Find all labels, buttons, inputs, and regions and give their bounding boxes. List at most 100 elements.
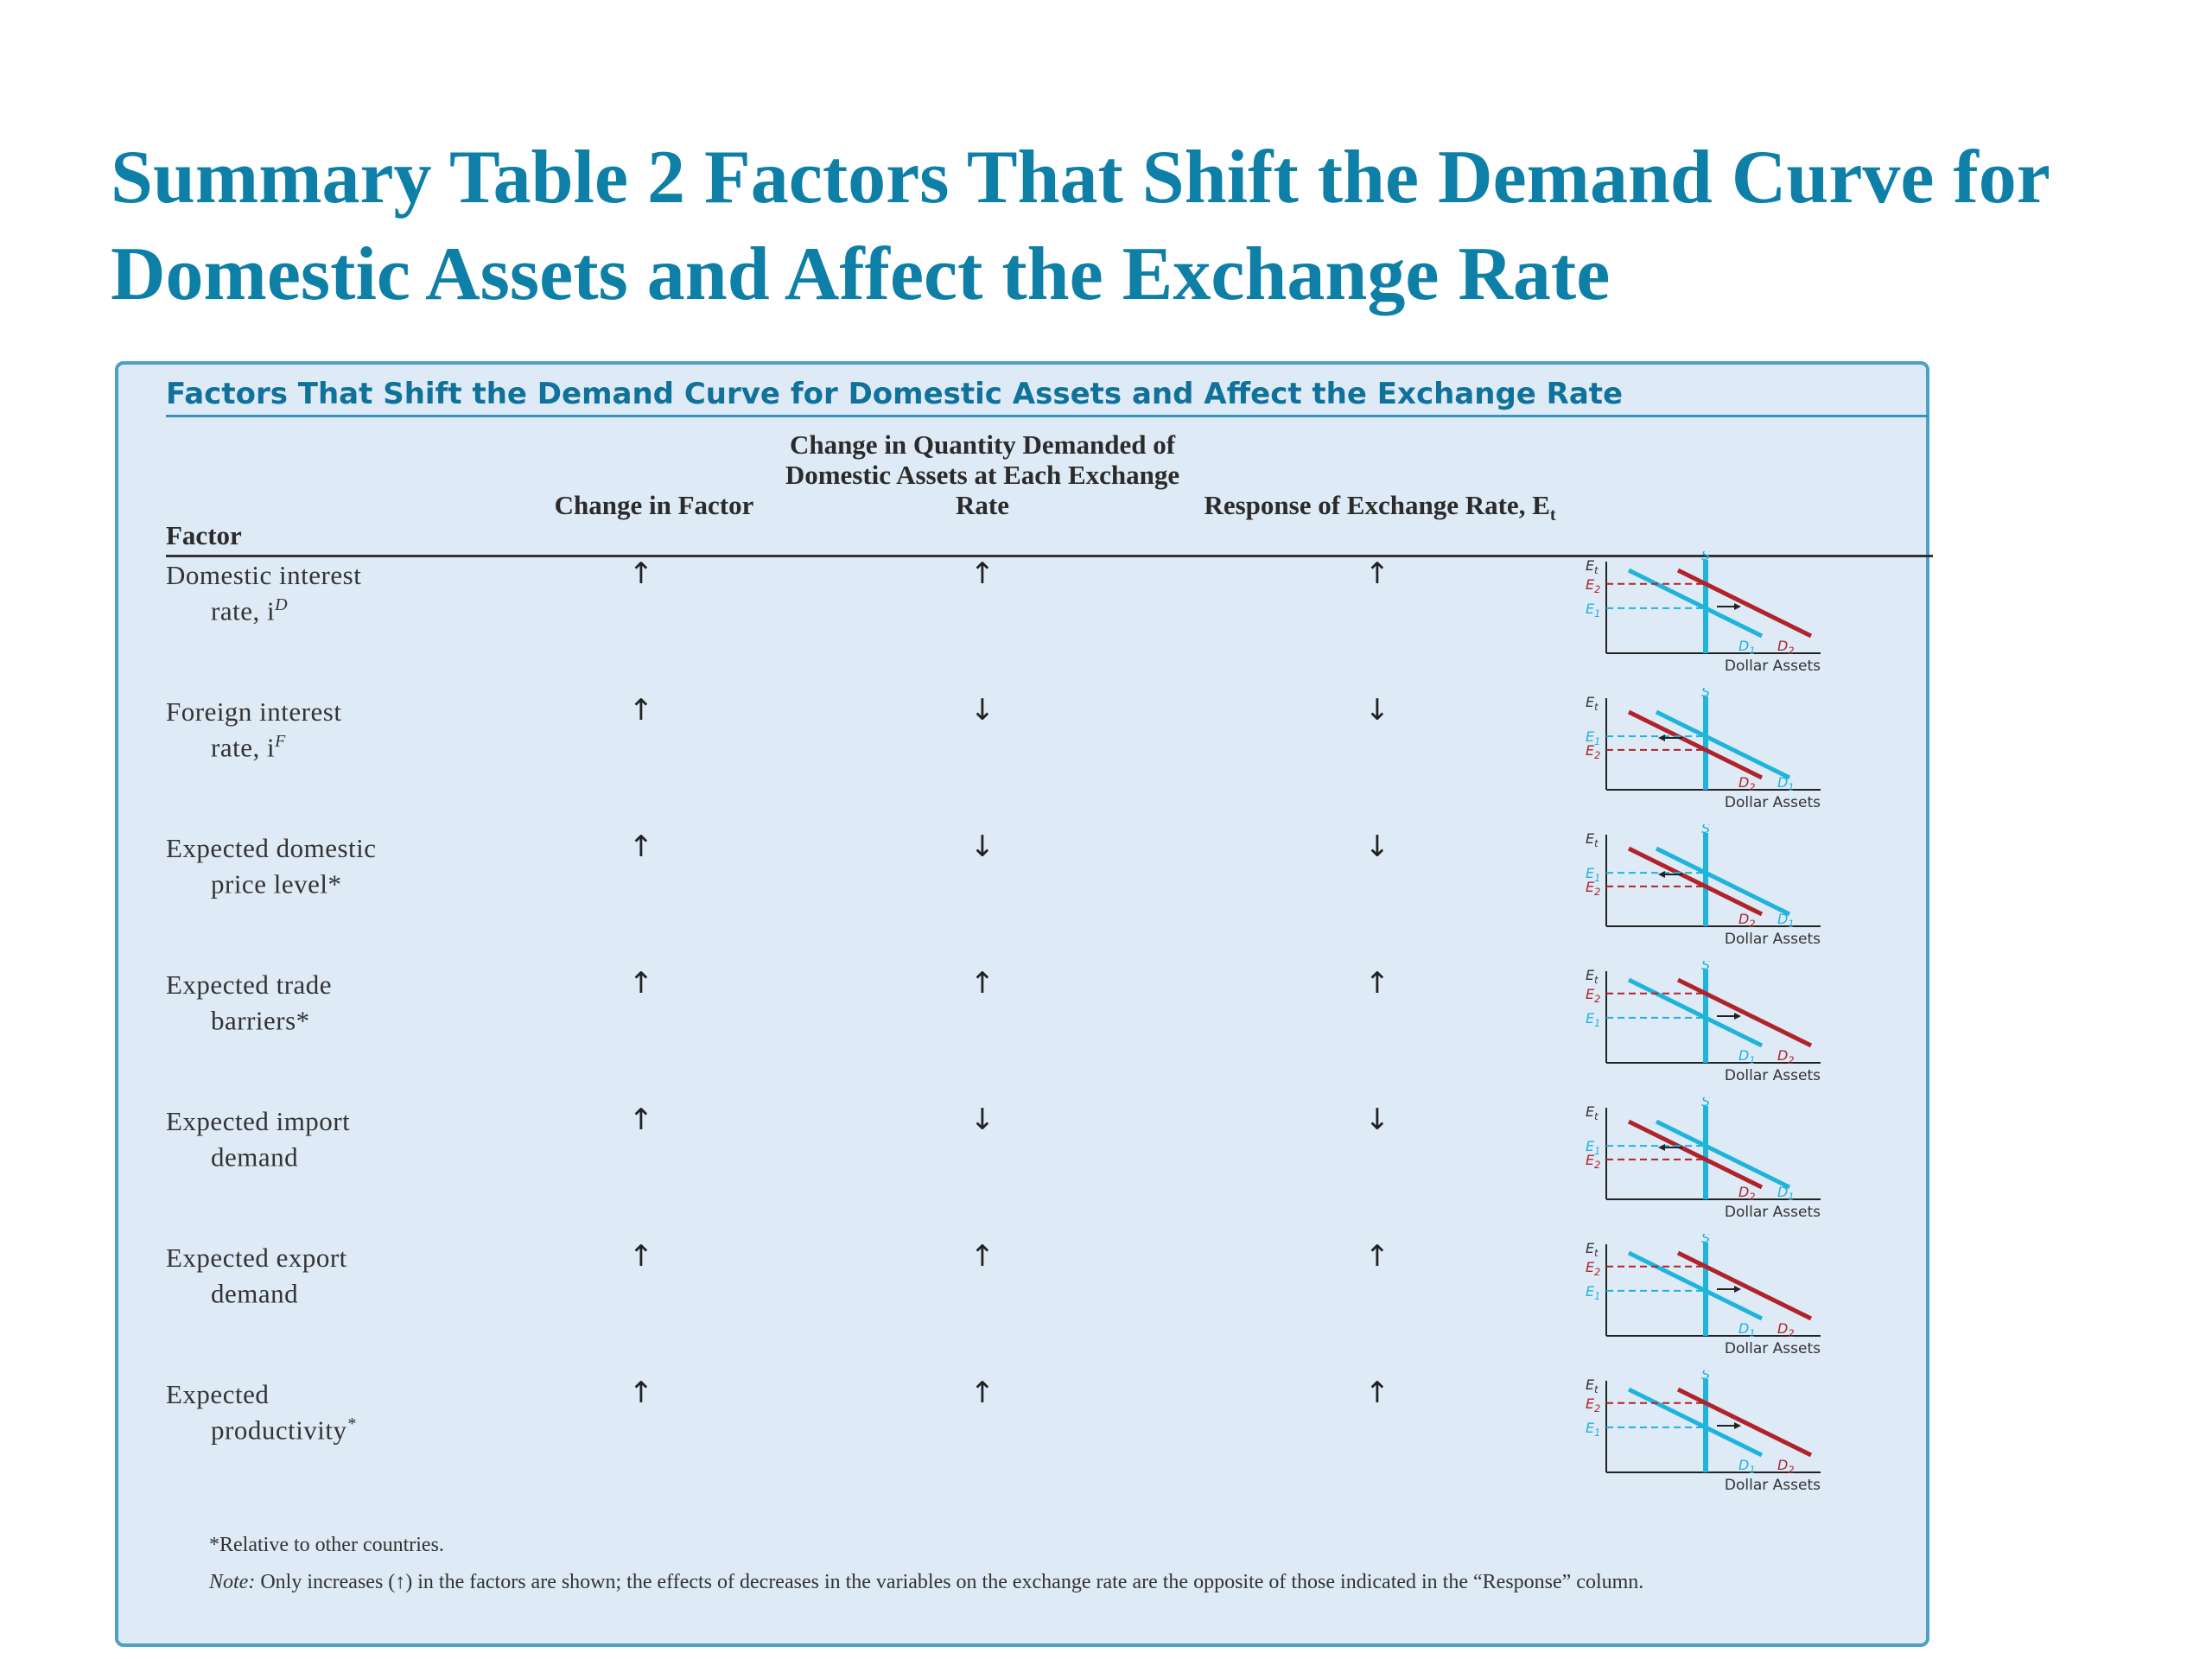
label-d2-main: D bbox=[1777, 1320, 1788, 1337]
label-e1-main: E bbox=[1586, 1138, 1595, 1154]
label-d2-sub: 2 bbox=[1788, 645, 1794, 657]
label-axis-y-main: E bbox=[1586, 830, 1595, 847]
response-arrow: ↓ bbox=[1364, 1103, 1390, 1137]
factor-line-2: demand bbox=[166, 1136, 529, 1172]
label-axis-y-sub: t bbox=[1594, 975, 1599, 986]
demand-curve-d2 bbox=[1676, 568, 1813, 639]
factor-line-2-text: barriers* bbox=[211, 1005, 310, 1036]
response-arrow: ↑ bbox=[1364, 556, 1390, 591]
demand-curve-d1 bbox=[1627, 568, 1764, 639]
label-e1-sub: 1 bbox=[1594, 608, 1600, 620]
label-d2-main: D bbox=[1738, 774, 1749, 791]
shift-arrowhead bbox=[1734, 603, 1741, 610]
label-e2-main: E bbox=[1586, 1395, 1595, 1412]
label-d1-sub: 1 bbox=[1788, 1192, 1794, 1203]
label-supply-main: S bbox=[1701, 1234, 1710, 1246]
quantity-arrow: ↓ bbox=[969, 1103, 995, 1137]
label-d2-main: D bbox=[1738, 1184, 1749, 1200]
note-text: Only increases (↑) in the factors are sh… bbox=[255, 1571, 1644, 1593]
label-d1: D1 bbox=[1738, 1047, 1755, 1066]
label-d1: D1 bbox=[1738, 638, 1755, 657]
label-d2: D2 bbox=[1738, 911, 1755, 930]
demand-curve-d1 bbox=[1627, 1250, 1764, 1321]
label-axis-y: Et bbox=[1586, 1376, 1599, 1395]
quantity-arrow: ↑ bbox=[969, 1376, 995, 1410]
factor-line-1: Expected export bbox=[166, 1243, 347, 1273]
factor-line-1: Domestic interest bbox=[166, 560, 362, 590]
label-d2-main: D bbox=[1777, 1047, 1788, 1064]
label-supply: S bbox=[1701, 961, 1710, 973]
label-axis-x: Dollar Assets bbox=[1725, 658, 1821, 675]
label-e1: E1 bbox=[1586, 1010, 1600, 1029]
quantity-arrow: ↓ bbox=[969, 830, 995, 864]
label-d1-sub: 1 bbox=[1788, 918, 1794, 930]
factor-line-1: Expected bbox=[166, 1379, 270, 1409]
label-d2: D2 bbox=[1777, 1047, 1794, 1066]
label-d1: D1 bbox=[1777, 774, 1794, 793]
label-e1-main: E bbox=[1586, 1420, 1595, 1436]
label-d2: D2 bbox=[1738, 1184, 1755, 1203]
table-row: Expected trade barriers* ↑ ↑ ↑ Et E2 E1 S D1 D2 Dol… bbox=[118, 961, 1933, 1106]
header-response-sub: t bbox=[1549, 505, 1556, 525]
factor-name: Expected domestic price level* bbox=[166, 833, 529, 899]
header-response-text: Response of Exchange Rate, E bbox=[1204, 490, 1550, 520]
label-e2-sub: 2 bbox=[1594, 887, 1600, 898]
label-axis-y: Et bbox=[1586, 967, 1599, 986]
label-d2-sub: 2 bbox=[1749, 1192, 1755, 1203]
label-axis-y-main: E bbox=[1586, 1103, 1595, 1120]
quantity-arrow: ↑ bbox=[969, 1239, 995, 1274]
label-axis-x: Dollar Assets bbox=[1725, 794, 1821, 811]
label-e2: E2 bbox=[1586, 576, 1600, 595]
label-d1-main: D bbox=[1777, 774, 1788, 791]
label-e2-main: E bbox=[1586, 742, 1595, 759]
label-e1: E1 bbox=[1586, 865, 1600, 884]
shift-arrowhead bbox=[1658, 871, 1665, 878]
label-e1-sub: 1 bbox=[1594, 1018, 1600, 1029]
response-arrow: ↑ bbox=[1364, 1376, 1390, 1410]
label-supply-main: S bbox=[1701, 824, 1710, 836]
factor-line-2-text: price level* bbox=[211, 868, 342, 899]
factor-line-2: demand bbox=[166, 1273, 529, 1308]
factor-line-1: Expected domestic bbox=[166, 833, 377, 863]
factor-line-2: rate, iD bbox=[166, 590, 529, 626]
label-axis-y-main: E bbox=[1586, 967, 1595, 983]
factor-line-2: productivity* bbox=[166, 1409, 529, 1445]
label-d2: D2 bbox=[1738, 774, 1755, 793]
label-d1-main: D bbox=[1738, 1047, 1749, 1064]
header-change-in-factor: Change in Factor bbox=[554, 490, 754, 520]
factor-line-2-text: demand bbox=[211, 1141, 299, 1173]
footnote-note: Note: Only increases (↑) in the factors … bbox=[209, 1570, 1894, 1594]
demand-curve-d2 bbox=[1627, 1119, 1764, 1190]
label-d2: D2 bbox=[1777, 1320, 1794, 1339]
table-box-title: Factors That Shift the Demand Curve for … bbox=[166, 377, 1624, 411]
label-e1-sub: 1 bbox=[1594, 736, 1600, 747]
shift-arrowhead bbox=[1658, 1144, 1665, 1151]
factor-line-2-text: rate, i bbox=[211, 732, 276, 763]
label-axis-x: Dollar Assets bbox=[1725, 931, 1821, 948]
label-d1-sub: 1 bbox=[1749, 1055, 1755, 1066]
response-arrow: ↓ bbox=[1364, 693, 1390, 728]
label-d1: D1 bbox=[1777, 911, 1794, 930]
table-row: Domestic interest rate, iD ↑ ↑ ↑ Et E2 E1 S D1 D2 D… bbox=[118, 551, 1933, 696]
response-arrow: ↓ bbox=[1364, 830, 1390, 864]
factor-name: Expected productivity* bbox=[166, 1379, 529, 1445]
change-arrow: ↑ bbox=[628, 830, 654, 864]
label-e1-sub: 1 bbox=[1594, 873, 1600, 884]
table-row: Expected import demand ↑ ↓ ↓ Et E2 E1 S D2 D1 Dolla… bbox=[118, 1097, 1933, 1243]
label-e2-main: E bbox=[1586, 879, 1595, 895]
factor-line-2: price level* bbox=[166, 863, 529, 899]
label-supply: S bbox=[1701, 1097, 1710, 1109]
demand-curve-d1 bbox=[1627, 977, 1764, 1048]
label-d1-sub: 1 bbox=[1749, 1465, 1755, 1476]
factor-name: Expected trade barriers* bbox=[166, 969, 529, 1035]
label-e2-sub: 2 bbox=[1594, 1403, 1600, 1414]
label-e1-main: E bbox=[1586, 1283, 1595, 1300]
label-d1: D1 bbox=[1777, 1184, 1794, 1203]
label-axis-x: Dollar Assets bbox=[1725, 1067, 1821, 1084]
label-e2-main: E bbox=[1586, 986, 1595, 1002]
